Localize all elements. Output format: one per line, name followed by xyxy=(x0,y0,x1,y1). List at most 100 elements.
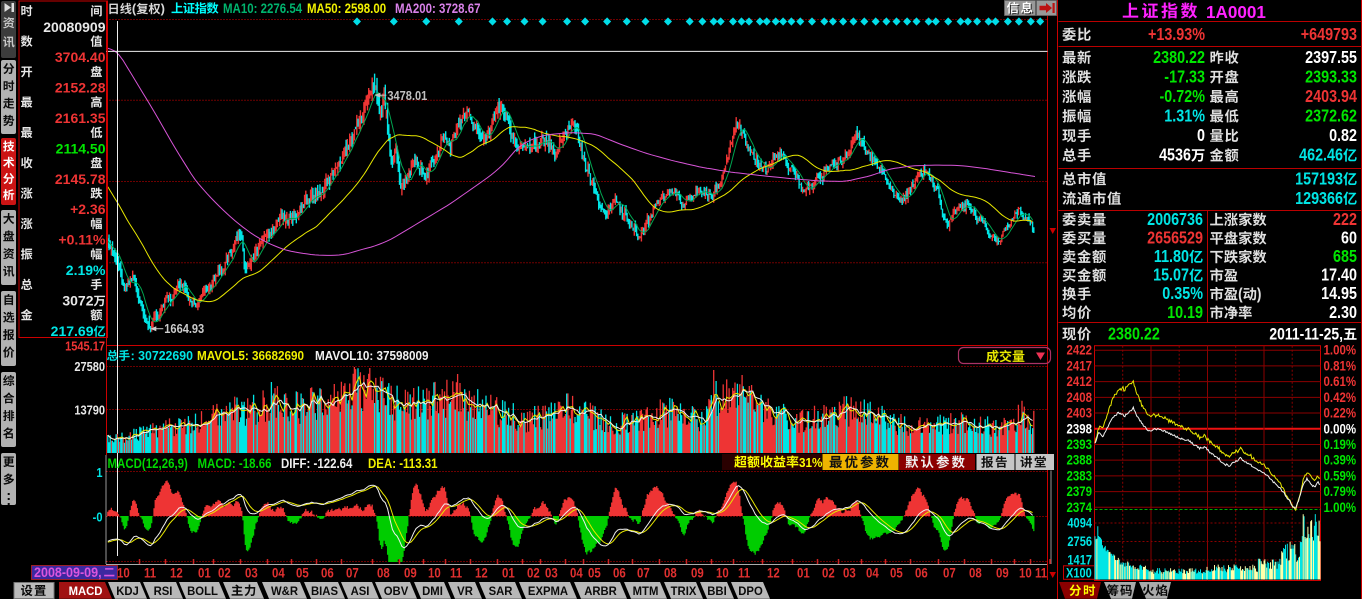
svg-text:05: 05 xyxy=(588,564,601,580)
svg-text:W&R: W&R xyxy=(271,584,298,599)
svg-text:DIFF: -122.64: DIFF: -122.64 xyxy=(281,455,353,471)
svg-text:4094: 4094 xyxy=(1067,515,1092,530)
svg-text:07: 07 xyxy=(943,564,956,580)
svg-text:2417: 2417 xyxy=(1066,357,1092,373)
svg-text:2152.28: 2152.28 xyxy=(55,80,106,96)
svg-text:07: 07 xyxy=(637,564,650,580)
svg-text:2403.94: 2403.94 xyxy=(1305,88,1357,107)
svg-text:0.19%: 0.19% xyxy=(1324,436,1357,452)
svg-text:2393.33: 2393.33 xyxy=(1305,68,1357,87)
svg-text:2161.35: 2161.35 xyxy=(55,110,106,126)
svg-text:): ) xyxy=(1257,286,1262,303)
svg-text:2006736: 2006736 xyxy=(1147,211,1203,230)
svg-text:2412: 2412 xyxy=(1066,373,1092,389)
svg-text:0.61%: 0.61% xyxy=(1324,373,1357,389)
svg-text:15.07: 15.07 xyxy=(1153,266,1189,285)
svg-text:(: ( xyxy=(132,1,137,16)
svg-text:09: 09 xyxy=(404,564,417,580)
svg-text:12: 12 xyxy=(767,564,780,580)
svg-text:+0.11%: +0.11% xyxy=(58,232,106,248)
svg-text:31%: 31% xyxy=(799,455,822,470)
svg-text:685: 685 xyxy=(1333,248,1357,267)
svg-text:2.30: 2.30 xyxy=(1329,304,1357,323)
svg-text:1664.93: 1664.93 xyxy=(164,321,204,336)
svg-text:0: 0 xyxy=(1197,127,1205,146)
svg-text:12: 12 xyxy=(475,564,488,580)
svg-text:08: 08 xyxy=(377,564,390,580)
svg-text:2397.55: 2397.55 xyxy=(1305,49,1357,68)
svg-text:06: 06 xyxy=(915,564,928,580)
svg-text:MA10: 2276.54: MA10: 2276.54 xyxy=(223,0,303,16)
svg-text:05: 05 xyxy=(296,564,309,580)
svg-text:05: 05 xyxy=(890,564,903,580)
svg-text:10.19: 10.19 xyxy=(1167,304,1203,323)
svg-text:MTM: MTM xyxy=(633,584,659,599)
svg-text:X100: X100 xyxy=(1066,565,1092,580)
svg-text:2756: 2756 xyxy=(1067,534,1092,549)
svg-text:MACD: -18.66: MACD: -18.66 xyxy=(198,455,272,471)
svg-text:2656529: 2656529 xyxy=(1147,229,1203,248)
svg-text:0.81%: 0.81% xyxy=(1324,357,1357,373)
svg-text:KDJ: KDJ xyxy=(116,584,139,599)
svg-text:06: 06 xyxy=(613,564,626,580)
svg-text:MA50: 2598.00: MA50: 2598.00 xyxy=(307,0,386,16)
svg-text:04: 04 xyxy=(272,564,286,580)
svg-text:BIAS: BIAS xyxy=(311,584,338,599)
svg-text:2372.62: 2372.62 xyxy=(1305,107,1357,126)
svg-text:03: 03 xyxy=(843,564,856,580)
svg-text:MAVOL5: 36682690: MAVOL5: 36682690 xyxy=(197,348,304,363)
svg-text:-17.33: -17.33 xyxy=(1164,68,1205,87)
svg-text:10: 10 xyxy=(716,564,729,580)
svg-text:: 30722690: : 30722690 xyxy=(131,349,193,363)
svg-text:10: 10 xyxy=(428,564,441,580)
svg-text:2393: 2393 xyxy=(1066,436,1092,452)
svg-text:09: 09 xyxy=(996,564,1009,580)
svg-text:2388: 2388 xyxy=(1066,452,1092,468)
svg-text:2408: 2408 xyxy=(1066,389,1092,405)
svg-text:RSI: RSI xyxy=(154,584,173,599)
svg-text:09: 09 xyxy=(691,564,704,580)
svg-text:2403: 2403 xyxy=(1066,404,1092,420)
svg-text:11: 11 xyxy=(738,564,750,580)
svg-text:ARBR: ARBR xyxy=(584,584,617,599)
svg-text:SAR: SAR xyxy=(489,584,513,599)
svg-text:02: 02 xyxy=(218,564,231,580)
svg-text:14.95: 14.95 xyxy=(1321,285,1357,304)
svg-text:0.82: 0.82 xyxy=(1329,127,1357,146)
svg-text:1A0001: 1A0001 xyxy=(1206,1,1266,22)
svg-text:1.31%: 1.31% xyxy=(1164,107,1205,126)
svg-text:1: 1 xyxy=(96,465,102,480)
svg-text:VR: VR xyxy=(457,584,473,599)
svg-text:0.00%: 0.00% xyxy=(1324,420,1357,436)
svg-text:3478.01: 3478.01 xyxy=(387,88,427,103)
svg-text:BOLL: BOLL xyxy=(187,584,218,599)
svg-text:): ) xyxy=(161,1,165,16)
svg-text:0.22%: 0.22% xyxy=(1324,404,1357,420)
svg-text:10: 10 xyxy=(1019,564,1032,580)
svg-text:06: 06 xyxy=(321,564,334,580)
svg-text:1.00%: 1.00% xyxy=(1324,499,1357,515)
svg-text:1.00%: 1.00% xyxy=(1324,342,1357,358)
svg-text:MAVOL10: 37598009: MAVOL10: 37598009 xyxy=(315,348,429,363)
svg-text:03: 03 xyxy=(245,564,258,580)
svg-text:DPO: DPO xyxy=(738,584,762,599)
svg-text:1545.17: 1545.17 xyxy=(65,339,105,354)
svg-text:222: 222 xyxy=(1333,211,1357,230)
svg-text:0.59%: 0.59% xyxy=(1324,467,1357,483)
svg-text:2380.22: 2380.22 xyxy=(1108,325,1160,344)
svg-text:2011-11-25,: 2011-11-25, xyxy=(1269,325,1343,344)
svg-text:0.79%: 0.79% xyxy=(1324,483,1357,499)
svg-text:17.40: 17.40 xyxy=(1321,266,1357,285)
svg-text:BBI: BBI xyxy=(707,584,726,599)
svg-text:OBV: OBV xyxy=(384,584,409,599)
svg-text:0.39%: 0.39% xyxy=(1324,452,1357,468)
svg-text:01: 01 xyxy=(797,564,810,580)
svg-text:1417: 1417 xyxy=(1067,552,1092,567)
svg-text:ASI: ASI xyxy=(351,584,370,599)
svg-text:0.42%: 0.42% xyxy=(1324,389,1357,405)
svg-text:02: 02 xyxy=(527,564,540,580)
svg-text:13790: 13790 xyxy=(74,403,105,418)
svg-text:157193: 157193 xyxy=(1295,170,1343,189)
svg-text:2398: 2398 xyxy=(1066,420,1092,436)
svg-text:462.46: 462.46 xyxy=(1299,146,1343,165)
